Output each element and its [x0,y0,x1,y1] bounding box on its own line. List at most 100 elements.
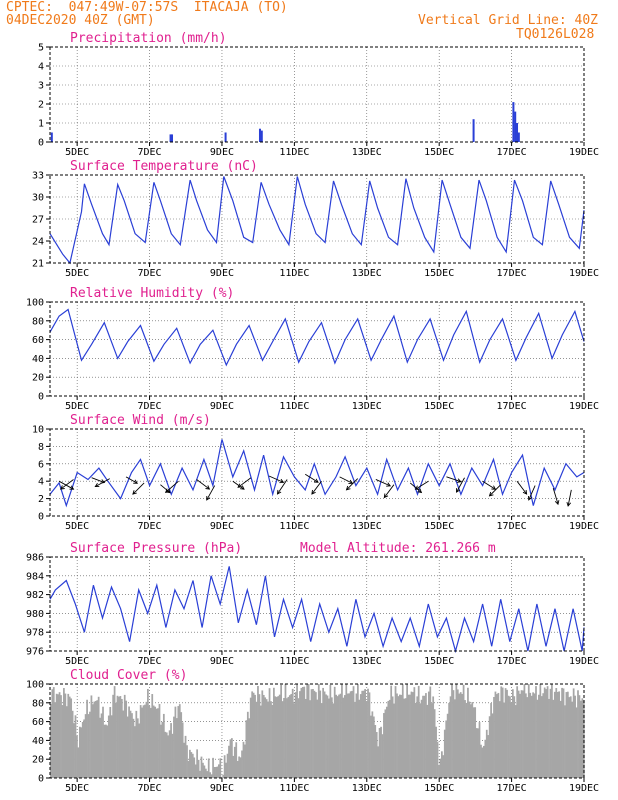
wind-arrow-head [345,485,351,491]
cloud-bar [68,696,71,778]
cloud-bar [412,692,414,778]
cloud-bar [231,738,233,778]
precip-bar [514,111,517,142]
wind-xtick-label: 17DEC [497,521,527,532]
cloud-bar [187,760,190,778]
cloud-xtick-label: 9DEC [210,783,234,794]
cloud-bar [430,703,433,778]
cloud-bar [416,696,419,778]
press-series-line [49,566,585,654]
cloud-bar [133,726,136,778]
rh-ytick-label: 0 [38,392,44,403]
cloud-bar [339,693,342,778]
cloud-bar [458,693,461,778]
wind-arrow [268,475,284,483]
cloud-bar [513,696,516,778]
cloud-bar [467,687,469,778]
cloud-bar [297,698,300,778]
wind-arrow-head [133,479,139,484]
wind-ytick-label: 10 [32,425,44,436]
cloud-bar [326,695,329,778]
cloud-bar [229,739,232,778]
cloud-bar [372,716,375,778]
cloud-bar [197,759,200,778]
cloud-bar [258,694,261,778]
temp-ytick-label: 33 [32,171,44,182]
cloud-bar [157,708,159,778]
temp-series-line [49,176,585,265]
temp-ytick-label: 30 [32,193,44,204]
cloud-bar [377,746,380,778]
cloud-bar [403,698,406,778]
precip-ytick-label: 1 [38,119,44,130]
cloud-bar [280,684,283,778]
cloud-bar [94,700,97,778]
cloud-bar [526,697,529,778]
cloud-bar [496,694,498,778]
cloud-bar [329,684,332,778]
precip-ytick-label: 0 [38,138,44,149]
wind-arrow [196,479,210,490]
cloud-bar [303,686,306,778]
cloud-bar [341,684,343,778]
cloud-bar [89,711,91,778]
press-ytick-label: 984 [26,571,44,582]
cloud-bar [286,698,288,778]
cloud-bar [217,764,220,778]
cloud-bar [507,695,510,778]
cloud-bar [397,696,400,778]
cloud-bar [306,684,309,778]
cloud-bar [417,685,420,778]
cloud-bar [115,702,117,778]
cloud-bar [61,705,64,778]
cloud-bar [228,745,230,778]
cloud-bar [151,694,154,778]
cloud-bar [128,706,130,778]
press-ytick-label: 980 [26,609,44,620]
precip-xtick-label: 17DEC [497,147,527,158]
wind-arrow-head [491,485,497,490]
cloud-bar [87,714,90,778]
cloud-bar [432,696,435,778]
precip-ytick-label: 5 [38,43,44,54]
cloud-bar [393,703,395,778]
wind-arrow [125,476,138,484]
wind-arrow-head [205,485,211,490]
wind-arrow-head [527,495,533,501]
cloud-bar [354,701,356,778]
cloud-bar [449,696,452,778]
cloud-bar [535,686,537,778]
cloud-bar [572,688,575,778]
press-frame [49,556,585,652]
cloud-bar [530,695,533,778]
cloud-bar [60,695,62,778]
cloud-bar [103,724,106,778]
cloud-xtick-label: 15DEC [424,783,454,794]
cloud-bar [196,749,199,778]
rh-series-line [49,308,585,367]
cloud-bar [299,691,301,778]
cloud-bar [558,691,561,778]
cloud-bar [76,735,78,778]
cloud-bar [506,689,508,778]
cloud-bar [364,689,366,778]
rh-ytick-label: 60 [32,335,44,346]
cloud-bar [343,695,346,778]
cloud-bar [481,747,484,778]
cloud-bar [367,688,369,778]
cloud-bar [371,711,374,778]
cloud-bar [261,690,264,778]
vertical-grid-note: Vertical Grid Line: 40Z [418,13,599,28]
wind-arrow [567,489,572,506]
cloud-bar [509,696,511,778]
press-ytick-label: 982 [26,590,44,601]
cloud-bar [346,693,349,778]
wind-arrow-head [59,485,65,490]
cloud-bar [203,765,206,778]
temp-title: Surface Temperature (nC) [70,159,258,174]
cloud-bar [199,770,201,778]
cloud-bar [277,696,280,778]
cloud-bar [184,735,187,778]
cloud-bar [451,684,453,778]
cloud-bar [236,760,239,778]
